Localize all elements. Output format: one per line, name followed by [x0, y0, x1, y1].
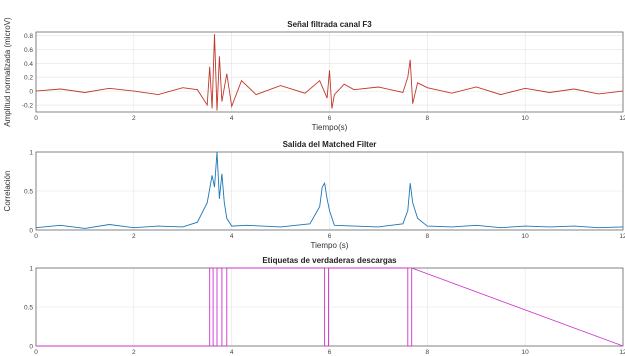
- x-tick-label: 12: [619, 233, 625, 240]
- y-tick-label: -0.2: [22, 103, 34, 110]
- x-tick-label: 0: [34, 349, 38, 356]
- x-axis-label: Tiempo(s): [312, 123, 348, 132]
- y-tick-label: 0.5: [24, 305, 33, 312]
- chart-title: Salida del Matched Filter: [283, 140, 377, 149]
- axes-frame: [35, 151, 624, 231]
- y-tick-label: 0: [29, 228, 33, 235]
- plot-matched-filter: 0 2 4 6 8 10 12 0 0.5 1 Salida del Matched Filter T…: [3, 140, 625, 250]
- x-tick-label: 0: [34, 115, 38, 122]
- x-tick-label: 2: [132, 349, 136, 356]
- x-tick-label: 2: [132, 115, 136, 122]
- x-tick-label: 10: [522, 349, 530, 356]
- x-axis-label: Tiempo (s): [311, 241, 349, 250]
- x-tick-label: 8: [426, 115, 430, 122]
- x-tick-label: 8: [426, 233, 430, 240]
- y-tick-label: 0.8: [24, 33, 33, 40]
- x-tick-label: 6: [328, 115, 332, 122]
- x-tick-label: 4: [230, 115, 234, 122]
- x-tick-label: 8: [426, 349, 430, 356]
- x-tick-label: 10: [522, 233, 530, 240]
- x-tick-label: 12: [619, 349, 625, 356]
- chart-title: Señal filtrada canal F3: [287, 20, 372, 29]
- x-tick-label: 6: [328, 233, 332, 240]
- y-tick-label: 0: [29, 344, 33, 351]
- y-tick-label: 0.4: [24, 61, 33, 68]
- x-tick-label: 2: [132, 233, 136, 240]
- plot-true-labels: 0 2 4 6 8 10 12 0 0.5 1 Etiquetas de verdaderas de…: [24, 256, 625, 356]
- y-tick-label: 0.2: [24, 75, 33, 82]
- x-tick-label: 6: [328, 349, 332, 356]
- y-tick-label: 0: [29, 89, 33, 96]
- y-axis-label: Correlación: [3, 171, 12, 212]
- x-tick-label: 4: [230, 233, 234, 240]
- series-line: [35, 151, 624, 229]
- y-tick-label: 1: [29, 150, 33, 157]
- series-line: [36, 267, 624, 347]
- x-tick-label: 10: [522, 115, 530, 122]
- y-tick-label: 0.5: [24, 189, 33, 196]
- x-tick-label: 12: [619, 115, 625, 122]
- y-axis-label: Amplitud normalizada (microV): [3, 17, 12, 127]
- y-tick-label: 0.6: [24, 47, 33, 54]
- chart-title: Etiquetas de verdaderas descargas: [262, 256, 397, 265]
- x-tick-label: 4: [230, 349, 234, 356]
- y-tick-label: 1: [29, 266, 33, 273]
- x-tick-label: 0: [34, 233, 38, 240]
- series-line: [35, 34, 624, 111]
- axes-frame: [35, 31, 624, 113]
